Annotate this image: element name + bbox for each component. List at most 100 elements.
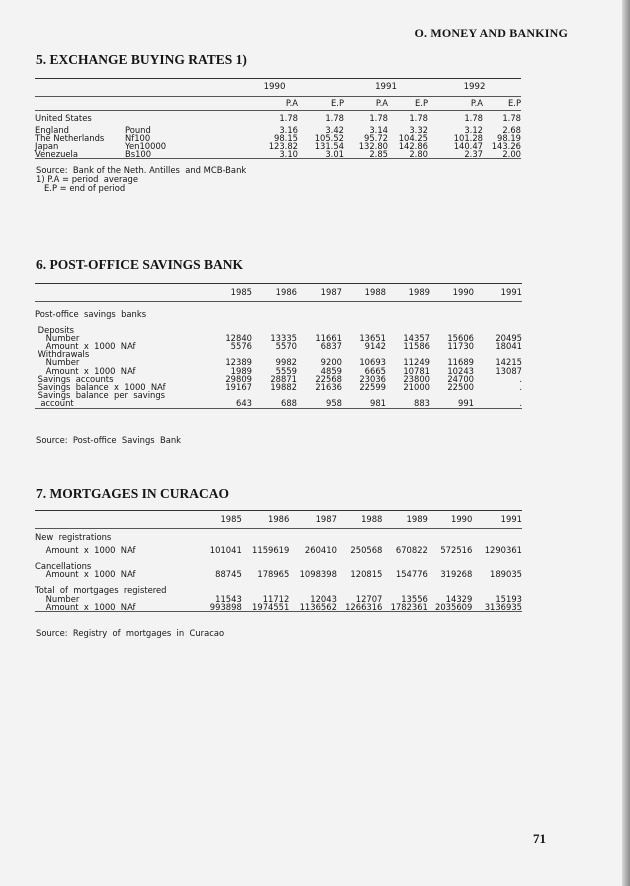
value-cell: 958 [326, 398, 342, 409]
rate-value: 3.14 [369, 124, 388, 135]
year-header: 1985 [202, 510, 242, 529]
rule-cell [428, 158, 483, 165]
value-cell [342, 301, 386, 326]
country: Venezuela [35, 149, 79, 160]
value-cell: 22599 [359, 381, 386, 392]
table-row: Amount x 1000 NAf 1989 5559 4859 6665 10781 10… [35, 365, 522, 376]
value-cell [202, 528, 242, 546]
row-label: Savings balance per savings [35, 390, 166, 401]
value-cell: 572516 [440, 544, 473, 555]
value-cell: 991 [458, 398, 474, 409]
rate-value: 143.26 [491, 140, 521, 151]
value-cell [337, 578, 382, 586]
year-header: 1987 [297, 283, 342, 302]
rule-cell [336, 611, 383, 618]
rate-value: 104.25 [398, 132, 428, 143]
table-row [35, 554, 522, 562]
exchange-rates-table: 1990 1991 1992 P.A E.P P.A E.P P.A E.P United Sta… [35, 78, 521, 165]
rate-value: 1.78 [388, 110, 428, 126]
unit: Nf100 [125, 132, 151, 143]
value-cell [472, 554, 522, 562]
table-row: Savings accounts 29809 28871 22568 23036 2380… [35, 373, 522, 384]
rate-value: 142.86 [398, 140, 428, 151]
rate-value: 101.28 [453, 132, 483, 143]
rule-cell [297, 407, 342, 415]
value-cell: 883 [414, 398, 430, 409]
value-cell: 5576 [230, 340, 252, 351]
subheader: E.P [483, 96, 521, 111]
year-header: 1986 [252, 283, 297, 302]
value-cell: 1136562 [299, 601, 337, 612]
value-cell: 15606 [447, 332, 474, 343]
table-row: Number 12389 9982 9200 10693 11249 11689 14215 [35, 357, 522, 368]
rule-cell [344, 158, 388, 165]
rate-value: 123.82 [268, 140, 298, 151]
row-label: Savings accounts [35, 373, 114, 384]
value-cell: 260410 [304, 544, 337, 555]
year-header: 1986 [241, 510, 290, 529]
value-cell: 11689 [447, 357, 474, 368]
value-cell: 11586 [403, 340, 430, 351]
value-cell [428, 578, 472, 586]
header-blank [125, 96, 205, 111]
unit: Yen10000 [125, 140, 167, 151]
header-blank [35, 283, 207, 302]
rate-value: 1.78 [298, 110, 344, 126]
rule-cell [298, 158, 344, 165]
rate-value: 3.32 [409, 124, 428, 135]
mortgages-table: 1985 1986 1987 1988 1989 1990 1991 New registra… [35, 510, 522, 618]
rule-cell [205, 158, 298, 165]
value-cell: 11730 [447, 340, 474, 351]
value-cell: . [519, 373, 522, 384]
rate-value: 1.78 [344, 110, 388, 126]
value-cell: 14329 [445, 593, 473, 604]
value-cell: 1782361 [390, 601, 428, 612]
year-header: 1985 [207, 283, 252, 302]
value-cell: 981 [370, 398, 386, 409]
rate-value: 3.12 [464, 124, 483, 135]
table-row: Amount x 1000 NAf 5576 5570 6837 9142 11586 11… [35, 340, 522, 351]
rule-cell [388, 158, 428, 165]
page-number: 71 [533, 831, 546, 846]
value-cell: 22500 [447, 381, 474, 392]
rule-cell [207, 407, 252, 415]
value-cell: 670822 [395, 544, 428, 555]
subheader: P.A [428, 96, 483, 111]
rule-cell [202, 611, 242, 618]
rate-value: 2.37 [464, 149, 483, 160]
value-cell: 22568 [315, 373, 342, 384]
value-cell: 993898 [209, 601, 242, 612]
year-header: 1990 [427, 510, 473, 529]
rate-value: 1.78 [428, 110, 483, 126]
value-cell: 24700 [447, 373, 474, 384]
subheader: P.A [344, 96, 388, 111]
table-row: Amount x 1000 NAf 993898 1974551 1136562 126… [35, 603, 522, 612]
rule-cell [472, 611, 522, 618]
row-label: Amount x 1000 NAf [35, 601, 136, 612]
value-cell: 6665 [364, 365, 386, 376]
header-blank [35, 96, 125, 111]
section-6-title: 6. POST-OFFICE SAVINGS BANK [36, 257, 244, 272]
rate-value: 3.16 [279, 124, 298, 135]
value-cell: 10781 [403, 365, 430, 376]
table-row: Amount x 1000 NAf 88745 178965 1098398 12081… [35, 569, 522, 580]
value-cell: 21636 [315, 381, 342, 392]
rate-value: 105.52 [314, 132, 344, 143]
rate-value: 98.19 [497, 132, 521, 143]
value-cell [472, 528, 522, 546]
table-row: Total of mortgages registered [35, 586, 522, 595]
rule-cell [35, 158, 125, 165]
value-cell: 11543 [215, 593, 242, 604]
value-cell [297, 301, 342, 326]
value-cell [289, 578, 337, 586]
row-label: Amount x 1000 NAf [35, 365, 136, 376]
rate-value: 1.78 [483, 110, 521, 126]
year-header: 1991 [472, 510, 522, 529]
rate-value: 2.00 [502, 149, 521, 160]
value-cell [289, 528, 337, 546]
value-cell: 88745 [215, 569, 242, 580]
value-cell: 14215 [495, 357, 522, 368]
country: The Netherlands [35, 132, 105, 143]
value-cell: 2035609 [435, 601, 473, 612]
header-row-years: 1990 1991 1992 [35, 78, 521, 97]
